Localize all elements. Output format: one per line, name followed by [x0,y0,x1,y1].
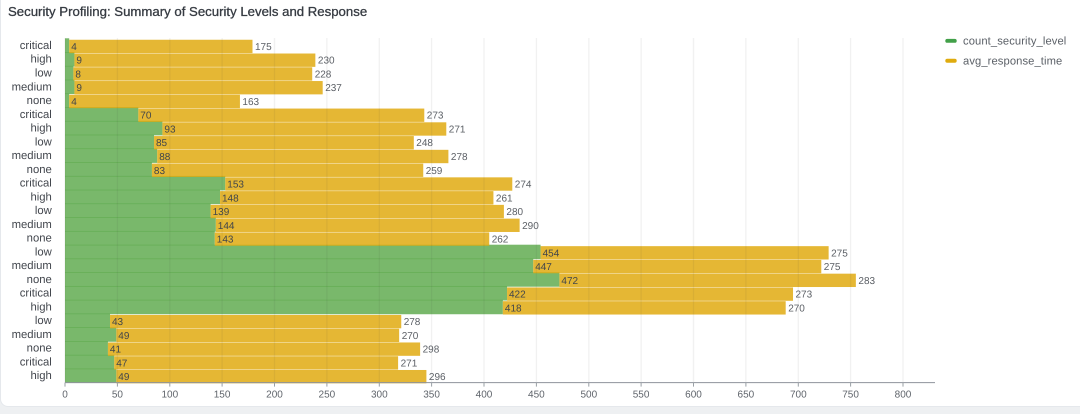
svg-text:critical: critical [20,40,52,52]
svg-text:298: 298 [423,345,440,356]
svg-text:medium: medium [12,219,52,231]
svg-text:148: 148 [222,193,239,204]
svg-text:medium: medium [12,81,52,93]
svg-text:422: 422 [509,290,526,301]
svg-text:43: 43 [112,317,124,328]
svg-text:none: none [27,274,52,286]
svg-text:high: high [30,370,51,382]
svg-text:49: 49 [118,331,130,342]
svg-text:650: 650 [738,390,755,401]
svg-text:261: 261 [496,193,513,204]
svg-text:400: 400 [476,390,493,401]
svg-text:228: 228 [315,69,332,80]
svg-text:163: 163 [242,97,259,108]
svg-text:150: 150 [214,390,231,401]
svg-text:454: 454 [543,248,560,259]
svg-text:49: 49 [118,372,130,383]
svg-text:9: 9 [76,56,82,67]
svg-text:high: high [30,54,51,66]
svg-text:600: 600 [685,390,702,401]
svg-text:41: 41 [110,345,122,356]
svg-text:262: 262 [492,235,509,246]
svg-text:50: 50 [112,390,124,401]
svg-text:low: low [35,315,53,327]
svg-text:low: low [35,246,53,258]
svg-text:none: none [27,164,52,176]
svg-text:93: 93 [164,125,176,136]
svg-text:274: 274 [515,180,532,191]
svg-text:low: low [35,205,53,217]
svg-text:high: high [30,301,51,313]
svg-text:230: 230 [318,56,335,67]
svg-text:low: low [35,136,53,148]
svg-text:88: 88 [159,152,171,163]
svg-text:275: 275 [831,248,848,259]
svg-text:350: 350 [423,390,440,401]
svg-text:250: 250 [319,390,336,401]
svg-text:47: 47 [116,358,128,369]
svg-text:medium: medium [12,260,52,272]
svg-text:none: none [27,343,52,355]
svg-text:medium: medium [12,329,52,341]
svg-text:153: 153 [227,180,244,191]
svg-text:175: 175 [255,42,272,53]
svg-text:271: 271 [401,358,418,369]
svg-text:low: low [35,68,53,80]
svg-text:4: 4 [71,97,77,108]
svg-text:none: none [27,233,52,245]
svg-text:100: 100 [161,390,178,401]
svg-text:270: 270 [402,331,419,342]
svg-text:270: 270 [788,303,805,314]
svg-text:273: 273 [427,111,444,122]
svg-text:critical: critical [20,109,52,121]
svg-text:medium: medium [12,150,52,162]
svg-text:418: 418 [505,303,522,314]
svg-text:278: 278 [451,152,468,163]
svg-text:144: 144 [218,221,235,232]
svg-text:200: 200 [266,390,283,401]
svg-text:avg_response_time: avg_response_time [963,56,1062,68]
svg-text:450: 450 [528,390,545,401]
svg-text:750: 750 [842,390,859,401]
svg-text:85: 85 [156,138,168,149]
svg-text:8: 8 [75,69,81,80]
svg-text:300: 300 [371,390,388,401]
svg-text:high: high [30,123,51,135]
svg-text:700: 700 [790,390,807,401]
svg-text:275: 275 [824,262,841,273]
svg-text:critical: critical [20,357,52,369]
svg-text:0: 0 [62,390,68,401]
svg-text:273: 273 [796,290,813,301]
svg-text:4: 4 [71,42,77,53]
svg-text:70: 70 [140,111,152,122]
svg-text:447: 447 [535,262,552,273]
svg-text:800: 800 [895,390,912,401]
svg-text:280: 280 [506,207,523,218]
svg-text:283: 283 [858,276,875,287]
svg-text:259: 259 [426,166,443,177]
svg-text:high: high [30,191,51,203]
svg-text:143: 143 [217,235,234,246]
svg-text:500: 500 [580,390,597,401]
svg-text:139: 139 [213,207,230,218]
svg-text:count_security_level: count_security_level [963,36,1066,48]
svg-text:271: 271 [449,125,466,136]
svg-text:278: 278 [404,317,421,328]
svg-text:9: 9 [76,83,82,94]
svg-text:237: 237 [325,83,342,94]
svg-text:248: 248 [416,138,433,149]
svg-text:550: 550 [633,390,650,401]
svg-text:83: 83 [154,166,166,177]
svg-text:critical: critical [20,288,52,300]
svg-text:472: 472 [561,276,578,287]
svg-text:296: 296 [429,372,446,383]
svg-text:none: none [27,95,52,107]
svg-text:290: 290 [522,221,539,232]
svg-text:critical: critical [20,178,52,190]
